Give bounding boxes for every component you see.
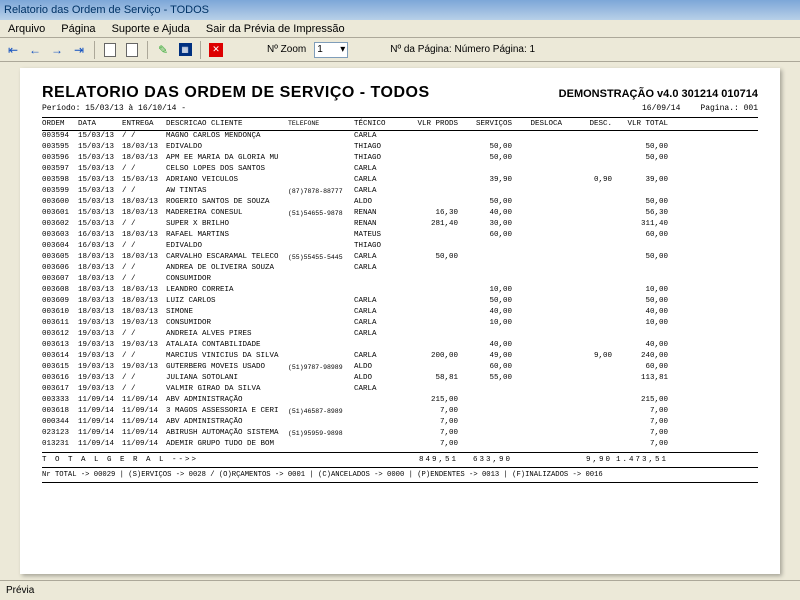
col-data: DATA	[78, 120, 122, 128]
col-vlr-total: VLR TOTAL	[612, 120, 668, 128]
total-dl	[512, 456, 562, 464]
col-entrega: ENTREGA	[122, 120, 166, 128]
table-row: 00359815/03/1315/03/13ADRIANO VEICULOSCA…	[42, 175, 758, 186]
table-row: 00361619/03/13/ /JULIANA SOTOLANIALDO58,…	[42, 373, 758, 384]
table-row: 00360518/03/1318/03/13CARVALHO ESCARAMAL…	[42, 252, 758, 263]
table-row: 00361419/03/13/ /MARCIUS VINICIUS DA SIL…	[42, 351, 758, 362]
table-row: 00360416/03/13/ /EDIVALDOTHIAGO	[42, 241, 758, 252]
menubar: Arquivo Página Suporte e Ajuda Sair da P…	[0, 20, 800, 38]
total-ds: 9,90	[562, 456, 612, 464]
status-bar: Prévia	[0, 580, 800, 600]
next-page-icon[interactable]: →	[48, 41, 66, 59]
col-tel: TELEFONE	[288, 120, 354, 128]
grid-icon[interactable]: ▦	[176, 41, 194, 59]
table-row: 00333311/09/1411/09/14ABV ADMINISTRAÇÃO2…	[42, 395, 758, 406]
total-tt: 1.473,51	[612, 456, 668, 464]
table-row: 00360718/03/13/ /CONSUMIDOR	[42, 274, 758, 285]
report-rows: 00359415/03/13/ /MAGNO CARLOS MENDONÇACA…	[42, 131, 758, 450]
report-page: RELATORIO DAS ORDEM DE SERVIÇO - TODOS D…	[20, 68, 780, 574]
table-row: 00360818/03/1318/03/13LEANDRO CORREIA10,…	[42, 285, 758, 296]
page-double-icon[interactable]	[123, 41, 141, 59]
report-total-row: T O T A L G E R A L -->> 849,51 633,90 9…	[42, 452, 758, 468]
total-sv: 633,90	[458, 456, 512, 464]
print-preview-workspace: RELATORIO DAS ORDEM DE SERVIÇO - TODOS D…	[0, 62, 800, 580]
table-row: 00361119/03/1319/03/13CONSUMIDORCARLA10,…	[42, 318, 758, 329]
table-row: 00359515/03/1318/03/13EDIVALDOTHIAGO50,0…	[42, 142, 758, 153]
col-ordem: ORDEM	[42, 120, 78, 128]
col-vlr-prods: VLR PRODS	[402, 120, 458, 128]
table-row: 00361018/03/1318/03/13SIMONECARLA40,0040…	[42, 307, 758, 318]
menu-arquivo[interactable]: Arquivo	[0, 23, 53, 35]
table-row: 00361319/03/1319/03/13ATALAIA CONTABILID…	[42, 340, 758, 351]
table-row: 00360115/03/1318/03/13MADEREIRA CONESUL(…	[42, 208, 758, 219]
window-titlebar: Relatorio das Ordem de Serviço - TODOS	[0, 0, 800, 20]
report-title: RELATORIO DAS ORDEM DE SERVIÇO - TODOS	[42, 84, 430, 102]
table-row: 00361719/03/13/ /VALMIR GIRAO DA SILVACA…	[42, 384, 758, 395]
chevron-down-icon: ▾	[340, 44, 345, 55]
table-row: 02312311/09/1411/09/14ABIRUSH AUTOMAÇÃO …	[42, 428, 758, 439]
zoom-label: Nº Zoom	[267, 44, 306, 55]
table-row: 00360316/03/1318/03/13RAFAEL MARTINSMATE…	[42, 230, 758, 241]
first-page-icon[interactable]: ⇤	[4, 41, 22, 59]
report-page-number: Pagina.: 001	[700, 104, 758, 113]
table-row: 00359415/03/13/ /MAGNO CARLOS MENDONÇACA…	[42, 131, 758, 142]
table-row: 00361219/03/13/ /ANDREIA ALVES PIRESCARL…	[42, 329, 758, 340]
page-number-label: Nº da Página: Número Página: 1	[390, 44, 535, 55]
page-single-icon[interactable]	[101, 41, 119, 59]
report-summary: Nr TOTAL -> 00029 | (S)ERVIÇOS -> 0028 /…	[42, 468, 758, 483]
table-row: 00360015/03/1318/03/13ROGERIO SANTOS DE …	[42, 197, 758, 208]
table-row: 00034411/09/1411/09/14ABV ADMINISTRAÇÃO7…	[42, 417, 758, 428]
report-period: Período: 15/03/13 à 16/10/14 -	[42, 104, 186, 113]
menu-sair[interactable]: Sair da Prévia de Impressão	[198, 23, 353, 35]
col-desc: DESCRICAO CLIENTE	[166, 120, 288, 128]
close-icon[interactable]: ✕	[207, 41, 225, 59]
table-row: 00359915/03/13/ /AW TINTAS(87)7878-88777…	[42, 186, 758, 197]
last-page-icon[interactable]: ⇥	[70, 41, 88, 59]
table-row: 00360215/03/13/ /SUPER X BRILHORENAN281,…	[42, 219, 758, 230]
table-row: 00360918/03/1318/03/13LUIZ CARLOSCARLA50…	[42, 296, 758, 307]
table-row: 00361519/03/1319/03/13GUTERBERG MOVEIS U…	[42, 362, 758, 373]
table-row: 00361811/09/1411/09/143 MAGOS ASSESSORIA…	[42, 406, 758, 417]
col-servicos: SERVIÇOS	[458, 120, 512, 128]
report-column-headers: ORDEM DATA ENTREGA DESCRICAO CLIENTE TEL…	[42, 117, 758, 131]
table-row: 01323111/09/1411/09/14ADEMIR GRUPO TUDO …	[42, 439, 758, 450]
toolbar: ⇤ ← → ⇥ ✎ ▦ ✕ Nº Zoom 1▾ Nº da Página: N…	[0, 38, 800, 62]
report-demo-label: DEMONSTRAÇÃO v4.0 301214 010714	[559, 88, 758, 100]
table-row: 00359615/03/1318/03/13APM EE MARIA DA GL…	[42, 153, 758, 164]
col-desc-val: DESC.	[562, 120, 612, 128]
separator	[94, 41, 95, 59]
print-icon[interactable]: ✎	[154, 41, 172, 59]
zoom-combo[interactable]: 1▾	[314, 42, 348, 58]
table-row: 00360618/03/13/ /ANDREA DE OLIVEIRA SOUZ…	[42, 263, 758, 274]
status-text: Prévia	[6, 585, 34, 596]
col-desloca: DESLOCA	[512, 120, 562, 128]
window-title: Relatorio das Ordem de Serviço - TODOS	[4, 4, 209, 16]
prev-page-icon[interactable]: ←	[26, 41, 44, 59]
report-date: 16/09/14	[642, 104, 680, 113]
col-tec: TÉCNICO	[354, 120, 402, 128]
total-vp: 849,51	[402, 456, 458, 464]
total-label: T O T A L G E R A L -->>	[42, 456, 402, 464]
menu-pagina[interactable]: Página	[53, 23, 103, 35]
menu-suporte[interactable]: Suporte e Ajuda	[104, 23, 198, 35]
separator	[200, 41, 201, 59]
table-row: 00359715/03/13/ /CELSO LOPES DOS SANTOSC…	[42, 164, 758, 175]
separator	[147, 41, 148, 59]
